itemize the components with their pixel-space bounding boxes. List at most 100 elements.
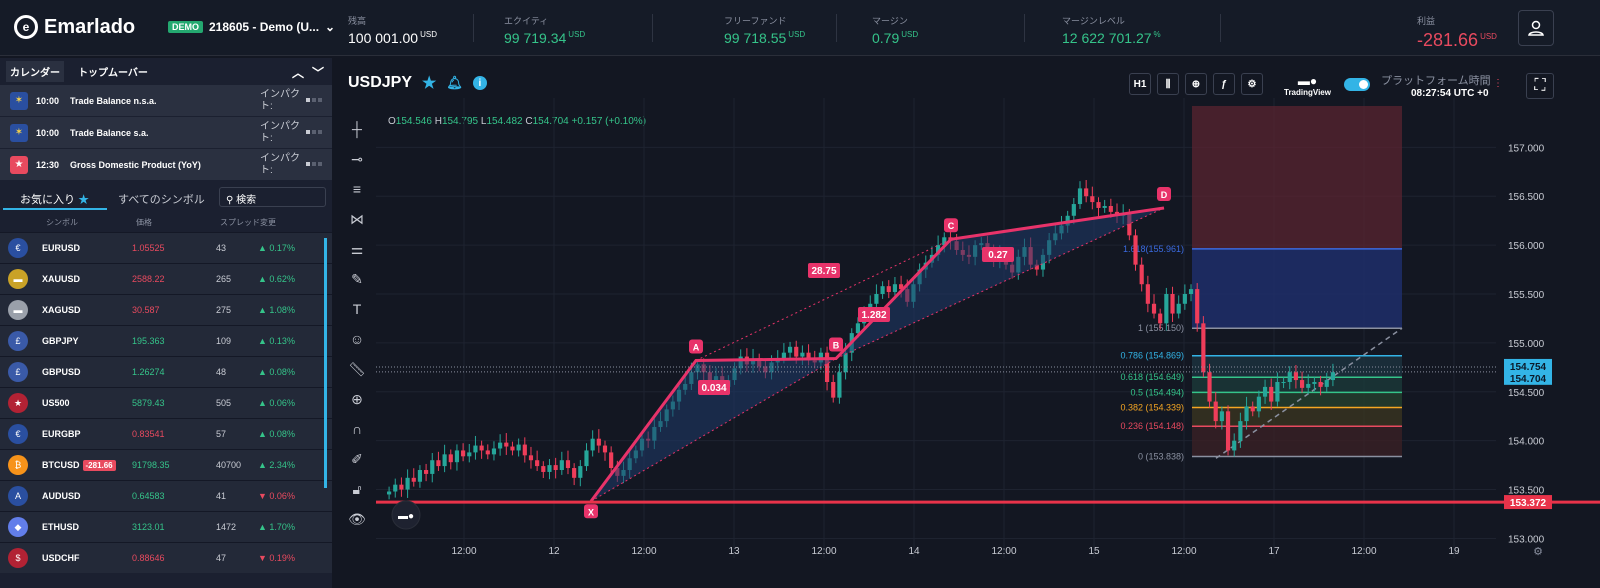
chevron-down-icon[interactable]: ﹀ <box>312 66 325 80</box>
symbol-change-text: 1.08% <box>269 305 295 315</box>
account-selector[interactable]: DEMO 218605 - Demo (U... ⌄ <box>168 20 335 34</box>
account-name: 218605 - Demo (U... <box>209 20 320 34</box>
flag-icon: ✶ <box>10 123 28 142</box>
unlock-icon[interactable]: 🔓︎ <box>352 480 362 497</box>
indicators-icon[interactable]: ƒ <box>1213 73 1235 95</box>
alert-bell-icon[interactable]: 🔔︎ <box>446 75 463 90</box>
candle-body <box>627 458 632 470</box>
time-axis-label: 12:00 <box>451 546 476 557</box>
candles-type-icon[interactable]: ⫼ <box>1157 73 1179 95</box>
lock-drawing-icon[interactable]: ✐ <box>351 450 363 467</box>
candle-body <box>868 303 873 314</box>
crosshair-icon[interactable]: ┼ <box>352 121 362 137</box>
symbol-row[interactable]: € EURGBP 0.83541 57 ▲ 0.08% <box>0 418 332 449</box>
symbol-row[interactable]: ★ US500 5879.43 505 ▲ 0.06% <box>0 387 332 418</box>
more-menu-icon[interactable]: ⋮ <box>1493 78 1503 89</box>
close-value: 154.704 <box>532 116 569 127</box>
pattern-icon[interactable]: ⋈ <box>350 210 364 227</box>
candle-body <box>461 450 466 457</box>
candle-body <box>1330 372 1335 381</box>
tab-calendar[interactable]: カレンダー <box>6 60 64 82</box>
info-icon[interactable]: i <box>472 76 487 90</box>
candle-body <box>621 470 626 476</box>
chevron-up-icon[interactable]: ︿ <box>292 66 305 80</box>
calendar-event[interactable]: ✶ 10:00 Trade Balance n.s.a. インパクト: <box>0 85 332 116</box>
tab-top-movers[interactable]: トップムーバー <box>78 67 148 79</box>
demo-badge: DEMO <box>168 21 203 33</box>
tab-all-symbols[interactable]: すべてのシンボル <box>118 194 205 206</box>
symbol-spread: 57 <box>216 429 227 439</box>
platform-time-toggle[interactable] <box>1344 78 1370 91</box>
candle-body <box>1096 202 1101 208</box>
harmonic-point-marker <box>1157 186 1171 201</box>
symbol-name: XAGUSD <box>42 305 132 315</box>
brand-logo[interactable]: e Emarlado <box>14 15 135 39</box>
symbol-price: 5879.43 <box>132 398 165 408</box>
user-menu-button[interactable] <box>1518 10 1554 46</box>
parallel-channel-icon[interactable]: ≡ <box>352 181 362 197</box>
price-chart[interactable]: 1.618(155.961) 1 (155.150) 0.786 (154.869)… <box>336 58 1600 588</box>
fib-icon[interactable]: ⚌ <box>350 240 364 257</box>
symbol-row[interactable]: € EURUSD 1.05525 43 ▲ 0.17% <box>0 232 332 263</box>
candle-body <box>1133 235 1138 265</box>
candle-body <box>559 460 564 470</box>
candle-body <box>1016 256 1021 273</box>
candle-body <box>1077 188 1083 205</box>
price-axis-label: 153.000 <box>1508 534 1545 545</box>
zoom-icon[interactable]: ⊕ <box>351 390 363 407</box>
symbol-change: ▲ 1.70% <box>258 522 295 532</box>
horizontal-line-icon[interactable]: ⊸ <box>351 150 363 167</box>
symbol-row[interactable]: $ USDCHF 0.88646 47 ▼ 0.19% <box>0 542 332 573</box>
ruler-icon[interactable]: 📏︎ <box>348 360 366 377</box>
candle-body <box>1065 215 1070 226</box>
candle-body <box>905 289 910 302</box>
stat-value: 99 718.55 <box>724 30 787 46</box>
fullscreen-button[interactable]: ⛶ <box>1526 73 1554 99</box>
candle-body <box>1269 386 1274 402</box>
symbol-name: EURGBP <box>42 429 132 439</box>
tab-favorites[interactable]: お気に入り ★ <box>20 191 89 207</box>
symbol-row[interactable]: ₿ BTCUSD -281.66 91798.35 40700 ▲ 2.34% <box>0 449 332 480</box>
calendar-event[interactable]: ✶ 10:00 Trade Balance s.a. インパクト: <box>0 117 332 148</box>
price-axis-label: 156.500 <box>1508 192 1545 203</box>
stat-label: フリーファンド <box>724 16 787 26</box>
calendar-event[interactable]: ★ 12:30 Gross Domestic Product (YoY) インパ… <box>0 149 332 180</box>
symbol-change: ▲ 0.17% <box>258 243 295 253</box>
symbol-row[interactable]: ◆ ETHUSD 3123.01 1472 ▲ 1.70% <box>0 511 332 542</box>
symbol-spread: 43 <box>216 243 227 253</box>
interval-button[interactable]: H1 <box>1129 73 1151 95</box>
eye-icon[interactable]: 👁︎ <box>348 510 366 527</box>
magnet-icon[interactable]: ∩ <box>351 421 363 437</box>
candle-body <box>1238 421 1243 441</box>
symbol-row[interactable]: £ GBPJPY 195.363 109 ▲ 0.13% <box>0 325 332 356</box>
harmonic-point-marker <box>944 218 958 233</box>
symbol-row[interactable]: ▬ XAGUSD 30.587 275 ▲ 1.08% <box>0 294 332 325</box>
candle-body <box>1324 380 1329 387</box>
stat-value: 0.79 <box>872 30 900 46</box>
settings-gear-icon[interactable]: ⚙ <box>1241 73 1263 95</box>
symbol-row[interactable]: £ GBPUSD 1.26274 48 ▲ 0.08% <box>0 356 332 387</box>
candle-body <box>387 491 392 495</box>
search-input[interactable]: ⚲ 検索 <box>219 187 326 207</box>
candle-body <box>1201 323 1206 373</box>
sidebar-scrollbar[interactable] <box>324 238 327 488</box>
chart-header: USDJPY ★ 🔔︎ i <box>348 73 487 93</box>
text-icon[interactable]: T <box>352 301 362 317</box>
symbol-icon: A <box>8 486 28 506</box>
time-axis-label: 12 <box>548 546 560 557</box>
candle-body <box>929 254 935 263</box>
brush-icon[interactable]: ✎ <box>351 270 363 287</box>
favorite-star-icon[interactable]: ★ <box>422 75 437 92</box>
impact-dots <box>306 162 322 166</box>
symbol-row[interactable]: A AUDUSD 0.64583 41 ▼ 0.06% <box>0 480 332 511</box>
symbol-name: USDCHF <box>42 553 132 563</box>
symbol-change: ▲ 0.62% <box>258 274 295 284</box>
price-axis-label: 157.000 <box>1508 143 1545 154</box>
harmonic-dotted-leg <box>590 358 837 502</box>
add-compare-icon[interactable]: ⊕ <box>1185 73 1207 95</box>
candle-body <box>1244 406 1249 422</box>
sidebar: カレンダー トップムーバー ︿ ﹀ ✶ 10:00 Trade Balance … <box>0 58 332 588</box>
emoji-icon[interactable]: ☺ <box>349 331 365 347</box>
symbol-row[interactable]: ▬ XAUUSD 2588.22 265 ▲ 0.62% <box>0 263 332 294</box>
candle-body <box>1034 264 1039 270</box>
